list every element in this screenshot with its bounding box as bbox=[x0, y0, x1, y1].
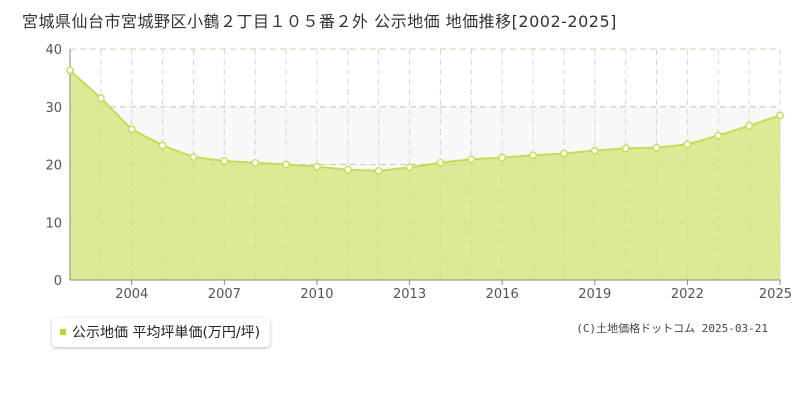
chart-title: 宮城県仙台市宮城野区小鶴２丁目１０５番２外 公示地価 地価推移[2002-202… bbox=[22, 12, 617, 31]
data-point bbox=[374, 166, 383, 175]
data-point bbox=[127, 125, 136, 134]
data-point bbox=[158, 141, 167, 150]
data-point bbox=[529, 151, 537, 160]
data-point bbox=[96, 94, 105, 102]
y-tick-label: 20 bbox=[45, 159, 62, 174]
data-point bbox=[343, 165, 352, 174]
data-point bbox=[590, 146, 599, 155]
data-point bbox=[652, 143, 661, 152]
series-area bbox=[70, 70, 780, 281]
data-point bbox=[282, 160, 290, 169]
data-point bbox=[220, 157, 229, 165]
y-tick-label: 10 bbox=[45, 216, 62, 231]
legend: 公示地価 平均坪単価(万円/坪) bbox=[52, 318, 271, 347]
legend-swatch bbox=[60, 329, 66, 335]
y-tick-label: 40 bbox=[45, 43, 62, 58]
data-point bbox=[498, 153, 507, 162]
data-point bbox=[189, 153, 198, 161]
series-line bbox=[69, 69, 781, 172]
data-point bbox=[776, 111, 784, 120]
x-tick-label: 2022 bbox=[671, 287, 704, 302]
y-tick-label: 30 bbox=[45, 101, 62, 116]
data-point bbox=[745, 121, 754, 130]
y-tick-label: 0 bbox=[54, 274, 62, 289]
data-point bbox=[405, 163, 414, 172]
data-point bbox=[560, 149, 568, 158]
x-tick-label: 2013 bbox=[393, 287, 426, 302]
data-point bbox=[251, 158, 260, 167]
upper-band bbox=[70, 70, 780, 171]
x-tick-label: 2010 bbox=[300, 287, 333, 302]
data-point bbox=[683, 140, 692, 149]
data-point bbox=[467, 155, 476, 164]
x-tick-label: 2007 bbox=[208, 287, 241, 302]
legend-label: 公示地価 平均坪単価(万円/坪) bbox=[72, 325, 261, 341]
x-tick-label: 2004 bbox=[115, 287, 148, 302]
data-point bbox=[66, 66, 74, 75]
credit-text: (C)土地価格ドットコム 2025-03-21 bbox=[576, 322, 768, 335]
x-tick-label: 2025 bbox=[759, 287, 792, 302]
data-point bbox=[714, 131, 723, 140]
x-tick-label: 2016 bbox=[486, 287, 519, 302]
data-point bbox=[436, 158, 445, 167]
data-point bbox=[313, 162, 321, 171]
x-tick-label: 2019 bbox=[578, 287, 611, 302]
data-point bbox=[621, 144, 630, 153]
